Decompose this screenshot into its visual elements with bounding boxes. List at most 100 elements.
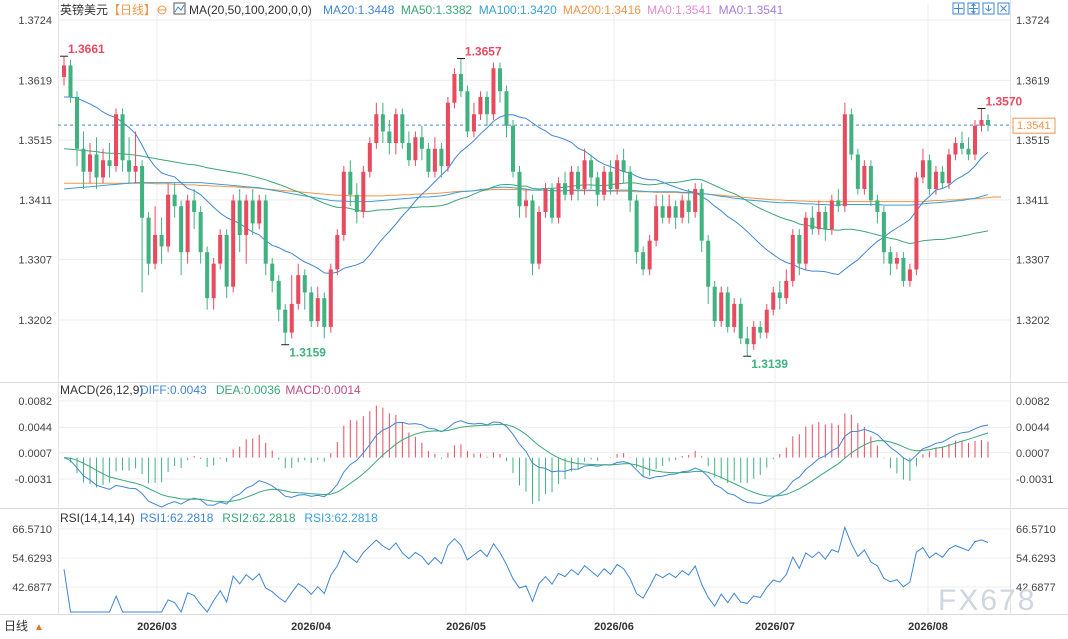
candle[interactable] [940,165,945,189]
candle[interactable] [829,194,834,235]
candle[interactable] [875,194,880,224]
candle[interactable] [361,165,366,218]
candle[interactable] [719,286,724,327]
candle[interactable] [270,257,275,293]
candle[interactable] [413,131,418,166]
candle[interactable] [699,183,704,253]
candle[interactable] [328,263,333,333]
candle[interactable] [595,171,600,207]
candle[interactable] [335,229,340,276]
candle[interactable] [426,142,431,178]
candle[interactable] [771,286,776,316]
candle[interactable] [621,148,626,184]
footer-period[interactable]: 日线 [4,619,28,633]
candle[interactable] [823,206,828,241]
candle[interactable] [315,286,320,327]
candle[interactable] [244,194,249,264]
candle[interactable] [738,298,743,345]
candle[interactable] [868,160,873,207]
rsi-indicator[interactable] [63,525,989,614]
macd-indicator[interactable] [63,405,989,508]
candle[interactable] [517,165,522,218]
candle[interactable] [946,148,951,189]
candle[interactable] [510,120,516,178]
candle[interactable] [966,137,971,161]
settings-icon[interactable] [157,5,167,15]
candle[interactable] [914,171,919,276]
candle[interactable] [471,102,476,138]
candle[interactable] [231,194,236,293]
candle[interactable] [478,91,483,120]
candle[interactable] [263,194,268,276]
candle[interactable] [745,326,750,357]
candle[interactable] [628,165,633,212]
candle[interactable] [380,102,385,143]
candle[interactable] [550,183,555,224]
candle[interactable] [751,321,756,350]
candle[interactable] [849,108,854,161]
candle[interactable] [289,275,294,339]
candle[interactable] [393,108,398,155]
candle[interactable] [634,194,639,264]
candle[interactable] [589,154,594,189]
candle[interactable] [309,286,314,327]
candle[interactable] [211,257,216,310]
candle[interactable] [250,188,255,235]
candle[interactable] [348,160,353,207]
candle[interactable] [563,171,568,201]
candle[interactable] [673,200,678,230]
candle[interactable] [615,154,620,195]
candle[interactable] [686,188,691,224]
candle[interactable] [894,252,899,270]
crosshair-icon[interactable] [952,2,965,15]
candle[interactable] [530,194,535,276]
candle[interactable] [120,108,125,172]
candle[interactable] [706,234,711,304]
candle[interactable] [439,142,444,178]
candle[interactable] [198,206,203,264]
candle[interactable] [419,125,424,161]
candle[interactable] [107,142,112,178]
candle[interactable] [101,148,106,184]
candle[interactable] [725,286,730,333]
candle[interactable] [283,303,288,345]
candle[interactable] [406,131,411,166]
candle[interactable] [712,280,717,327]
candle[interactable] [192,188,197,230]
candle[interactable] [881,206,886,264]
candle[interactable] [855,148,860,195]
candle[interactable] [374,102,379,149]
candle[interactable] [237,188,242,253]
candle[interactable] [985,114,991,132]
candle[interactable] [172,183,177,218]
candle[interactable] [224,229,229,299]
candle[interactable] [523,188,529,218]
candle[interactable] [218,229,223,270]
candle[interactable] [81,131,86,189]
candle[interactable] [497,62,502,103]
candle[interactable] [842,102,847,212]
candle[interactable] [608,160,613,195]
candle[interactable] [185,194,190,264]
candle[interactable] [732,298,737,333]
candle[interactable] [862,160,867,195]
candle[interactable] [784,269,789,304]
candle[interactable] [146,211,151,276]
candle[interactable] [810,206,815,235]
candle[interactable] [667,194,672,224]
move-icon[interactable] [967,2,980,15]
candle[interactable] [888,246,893,276]
candle[interactable] [94,137,99,189]
period-label[interactable]: 【日线】 [108,3,156,17]
candle[interactable] [920,148,925,184]
candle[interactable] [133,131,138,184]
candlesticks[interactable] [61,56,991,357]
candle[interactable] [647,234,652,276]
candle[interactable] [836,188,841,212]
candle[interactable] [764,303,769,339]
candle[interactable] [61,56,67,86]
candle[interactable] [927,154,932,195]
indicator-icon[interactable] [173,2,186,15]
